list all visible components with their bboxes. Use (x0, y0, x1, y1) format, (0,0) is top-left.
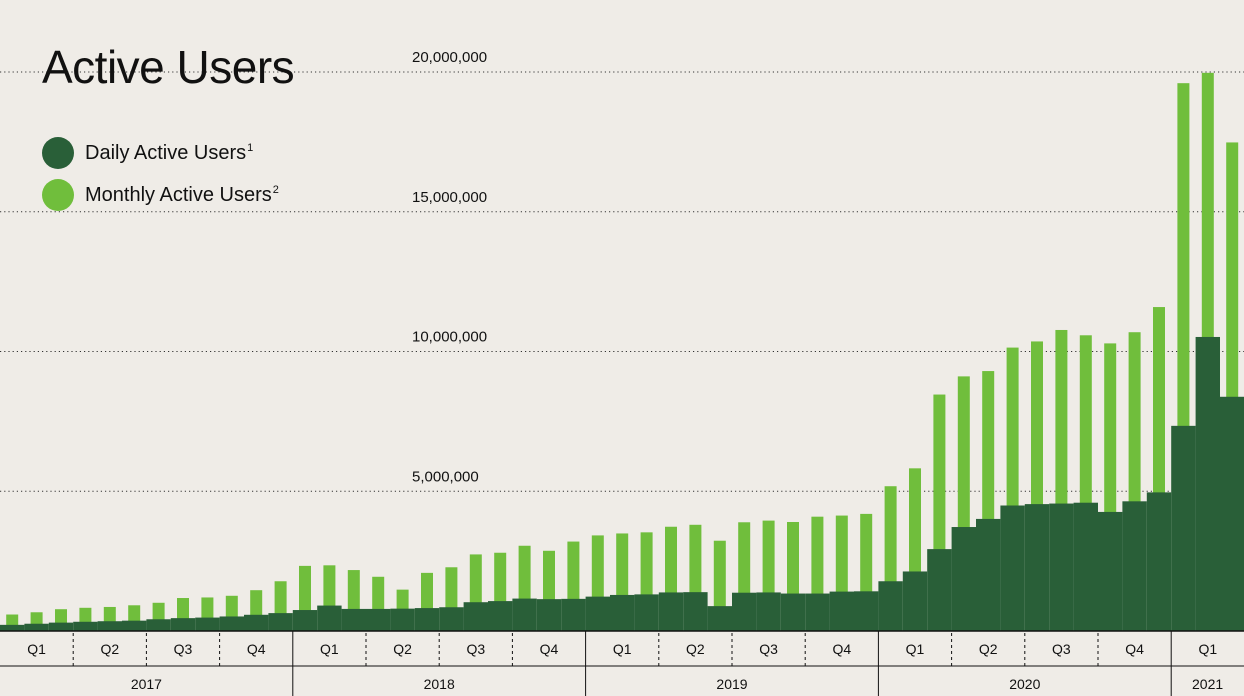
bar-daily-active-users (1024, 504, 1050, 631)
x-tick-label-quarter: Q1 (1198, 641, 1217, 657)
bar-daily-active-users (585, 596, 610, 631)
bar-daily-active-users (488, 601, 513, 631)
bar-daily-active-users (854, 591, 879, 631)
bar-daily-active-users (927, 549, 952, 631)
y-tick-label: 5,000,000 (412, 468, 479, 485)
bar-daily-active-users (902, 571, 928, 631)
chart-title: Active Users (42, 41, 295, 93)
bar-daily-active-users (1073, 502, 1098, 631)
bar-daily-active-users (170, 618, 196, 631)
bar-daily-active-users (0, 624, 25, 631)
bar-daily-active-users (512, 598, 537, 631)
bar-daily-active-users (73, 621, 98, 631)
bar-daily-active-users (634, 594, 659, 631)
bar-daily-active-users (878, 581, 903, 631)
bar-daily-active-users (195, 617, 220, 631)
bar-daily-active-users (1049, 503, 1074, 631)
y-tick-label: 20,000,000 (412, 49, 487, 66)
x-tick-label-quarter: Q2 (393, 641, 412, 657)
bar-daily-active-users (951, 527, 976, 631)
bar-daily-active-users (244, 614, 269, 631)
y-tick-label: 15,000,000 (412, 189, 487, 206)
legend-label-daily: Daily Active Users1 (85, 141, 254, 164)
x-tick-label-year: 2019 (716, 676, 747, 692)
x-tick-label-quarter: Q1 (613, 641, 632, 657)
legend-label-monthly: Monthly Active Users2 (85, 183, 279, 206)
x-tick-label-quarter: Q3 (466, 641, 485, 657)
bar-daily-active-users (390, 608, 415, 631)
bar-daily-active-users (219, 616, 244, 631)
y-tick-labels: 5,000,000 10,000,000 15,000,000 20,000,000 (412, 49, 487, 485)
x-tick-label-quarter: Q2 (979, 641, 998, 657)
x-tick-label-quarter: Q1 (320, 641, 339, 657)
bar-monthly-active-users (30, 612, 43, 631)
bar-daily-active-users (366, 608, 391, 631)
bar-daily-active-users (976, 518, 1001, 631)
bar-daily-active-users (24, 623, 49, 631)
bar-daily-active-users (48, 622, 74, 631)
x-tick-label-year: 2020 (1009, 676, 1040, 692)
bar-daily-active-users (707, 606, 732, 631)
x-tick-label-quarter: Q3 (759, 641, 778, 657)
bar-daily-active-users (341, 608, 366, 631)
legend: Daily Active Users1 Monthly Active Users… (42, 137, 279, 221)
legend-swatch-daily (42, 137, 74, 169)
bar-daily-active-users (1171, 425, 1196, 631)
x-tick-label-quarter: Q2 (686, 641, 705, 657)
bar-daily-active-users (732, 592, 757, 631)
bar-daily-active-users (658, 592, 684, 631)
legend-item-monthly: Monthly Active Users2 (42, 179, 279, 211)
bar-daily-active-users (463, 602, 488, 631)
bar-daily-active-users (829, 591, 854, 631)
legend-swatch-monthly (42, 179, 74, 211)
bar-daily-active-users (1122, 501, 1147, 631)
x-tick-label-quarter: Q2 (100, 641, 119, 657)
gridlines (0, 71, 1244, 492)
bar-daily-active-users (1195, 336, 1220, 631)
x-tick-label-quarter: Q1 (27, 641, 46, 657)
x-tick-label-year: 2018 (424, 676, 455, 692)
bar-daily-active-users (610, 594, 635, 631)
bar-daily-active-users (683, 592, 708, 631)
bar-daily-active-users (97, 621, 122, 631)
bar-daily-active-users (756, 592, 781, 631)
bar-daily-active-users (317, 605, 342, 631)
legend-item-daily: Daily Active Users1 (42, 137, 279, 169)
x-axis: Q1 Q2 Q3 Q4 2017 Q1 Q2 Q3 Q4 2018 Q1 Q2 Q3 Q4 2019 Q1 Q2… (0, 630, 1244, 696)
bar-daily-active-users (1000, 505, 1025, 631)
x-tick-label-year: 2017 (131, 676, 162, 692)
y-tick-label: 10,000,000 (412, 329, 487, 346)
bar-daily-active-users (780, 593, 806, 631)
x-tick-label-quarter: Q4 (1125, 641, 1144, 657)
bar-daily-active-users (805, 593, 830, 631)
x-tick-label-quarter: Q3 (174, 641, 193, 657)
bar-daily-active-users (1146, 492, 1172, 631)
bar-daily-active-users (561, 598, 586, 631)
x-tick-label-quarter: Q3 (1052, 641, 1071, 657)
bar-daily-active-users (122, 620, 147, 631)
bar-daily-active-users (292, 610, 318, 631)
x-tick-label-year: 2021 (1192, 676, 1223, 692)
x-tick-label-quarter: Q1 (906, 641, 925, 657)
bar-daily-active-users (536, 599, 562, 631)
bar-daily-active-users (414, 608, 440, 631)
bar-daily-active-users (1098, 511, 1123, 631)
x-tick-label-quarter: Q4 (832, 641, 851, 657)
bar-daily-active-users (146, 619, 171, 631)
x-tick-label-quarter: Q4 (247, 641, 266, 657)
bar-daily-active-users (439, 607, 464, 631)
bar-daily-active-users (1220, 396, 1244, 631)
x-tick-label-quarter: Q4 (540, 641, 559, 657)
bar-daily-active-users (268, 613, 293, 631)
bars (0, 72, 1244, 632)
